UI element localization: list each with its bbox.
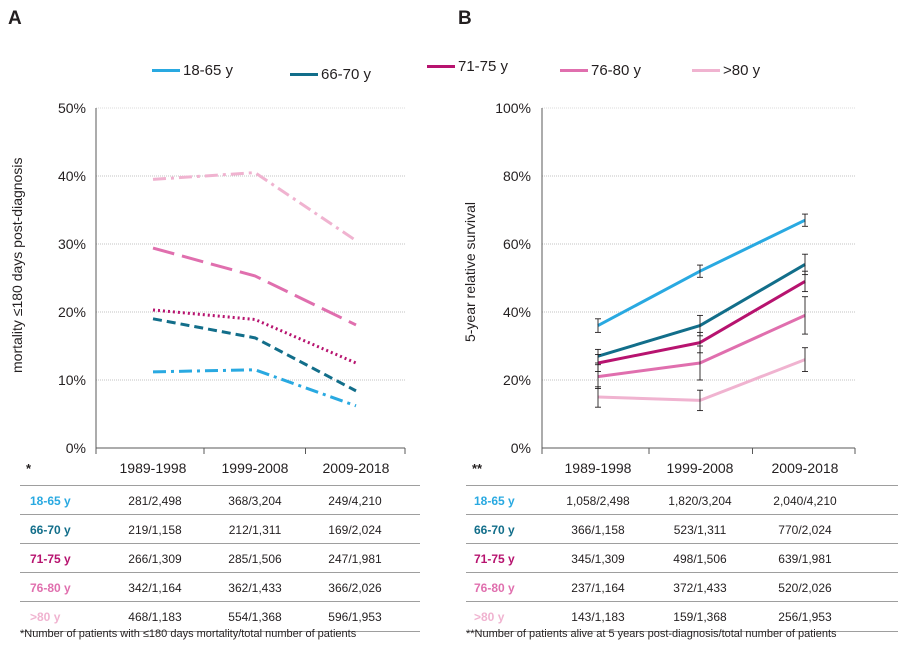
table-row: 66-70 y 366/1,158 523/1,311 770/2,024 <box>466 514 898 544</box>
legend-item-3: 76-80 y <box>560 62 641 79</box>
table-row: >80 y 143/1,183 159/1,368 256/1,953 <box>466 601 898 632</box>
row-label: 18-65 y <box>474 494 515 508</box>
row-label: 66-70 y <box>30 523 71 537</box>
x-tick-label: 1989-1998 <box>565 460 632 476</box>
row-label: >80 y <box>474 610 505 624</box>
legend-label: 18-65 y <box>183 62 234 79</box>
table-row: 71-75 y 266/1,309 285/1,506 247/1,981 <box>20 543 420 573</box>
row-label: 18-65 y <box>30 494 71 508</box>
table-row: 71-75 y 345/1,309 498/1,506 639/1,981 <box>466 543 898 573</box>
legend-label: 76-80 y <box>591 62 642 79</box>
table-cell: 639/1,981 <box>778 552 832 566</box>
y-tick-label: 0% <box>66 440 86 456</box>
x-tick-label: 2009-2018 <box>772 460 839 476</box>
table-cell: 237/1,164 <box>571 581 625 595</box>
legend-item-0: 18-65 y <box>152 62 233 79</box>
table-cell: 345/1,309 <box>571 552 625 566</box>
table-cell: 596/1,953 <box>328 610 382 624</box>
table-row: 66-70 y 219/1,158 212/1,311 169/2,024 <box>20 514 420 544</box>
table-cell: 366/1,158 <box>571 523 625 537</box>
table-cell: 285/1,506 <box>228 552 282 566</box>
table-cell: 523/1,311 <box>673 523 727 537</box>
table-cell: 247/1,981 <box>328 552 382 566</box>
series-line-2 <box>152 308 357 365</box>
table-cell: 169/2,024 <box>328 523 382 537</box>
row-label: 66-70 y <box>474 523 515 537</box>
y-tick-label: 80% <box>503 168 531 184</box>
series-line-0 <box>597 218 806 327</box>
y-tick-label: 50% <box>58 100 86 116</box>
row-label: >80 y <box>30 610 61 624</box>
table-cell: 362/1,433 <box>228 581 282 595</box>
series-line-0 <box>152 368 357 408</box>
y-tick-label: 100% <box>495 100 531 116</box>
y-tick-label: 20% <box>58 304 86 320</box>
legend-label: >80 y <box>723 62 761 79</box>
panel-b-letter: B <box>458 8 472 29</box>
y-tick-label: 20% <box>503 372 531 388</box>
y-tick-label: 60% <box>503 236 531 252</box>
y-tick-label: 10% <box>58 372 86 388</box>
series-line-3 <box>152 246 357 327</box>
table-a-footnote: *Number of patients with ≤180 days morta… <box>20 628 357 640</box>
row-label: 71-75 y <box>30 552 71 566</box>
table-cell: 2,040/4,210 <box>773 494 837 508</box>
table-row: 18-65 y 1,058/2,498 1,820/3,204 2,040/4,210 <box>466 485 898 515</box>
table-row: 76-80 y 342/1,164 362/1,433 366/2,026 <box>20 572 420 602</box>
table-b-footnote: **Number of patients alive at 5 years po… <box>466 628 837 640</box>
series-line-2 <box>597 280 806 365</box>
table-cell: 366/2,026 <box>328 581 382 595</box>
table-cell: 143/1,183 <box>571 610 625 624</box>
table-marker: * <box>26 461 32 476</box>
legend-item-4: >80 y <box>692 62 760 79</box>
table-row: 76-80 y 237/1,164 372/1,433 520/2,026 <box>466 572 898 602</box>
legend-swatch <box>427 65 455 68</box>
legend-label: 71-75 y <box>458 58 509 75</box>
table-cell: 281/2,498 <box>128 494 182 508</box>
table-row: >80 y 468/1,183 554/1,368 596/1,953 <box>20 601 420 632</box>
table-cell: 520/2,026 <box>778 581 832 595</box>
table-cell: 372/1,433 <box>673 581 727 595</box>
table-cell: 498/1,506 <box>673 552 727 566</box>
row-label: 71-75 y <box>474 552 515 566</box>
legend-swatch <box>290 73 318 76</box>
y-tick-label: 30% <box>58 236 86 252</box>
legend: 18-65 y 66-70 y 71-75 y 76-80 y >80 y <box>0 58 902 86</box>
table-cell: 159/1,368 <box>673 610 727 624</box>
legend-item-2: 71-75 y <box>427 58 508 75</box>
legend-swatch <box>152 69 180 72</box>
x-tick-label: 1989-1998 <box>120 460 187 476</box>
table-cell: 468/1,183 <box>128 610 182 624</box>
table-cell: 1,058/2,498 <box>566 494 630 508</box>
legend-swatch <box>560 69 588 72</box>
table-cell: 368/3,204 <box>228 494 282 508</box>
table-cell: 770/2,024 <box>778 523 832 537</box>
table-cell: 256/1,953 <box>778 610 832 624</box>
legend-label: 66-70 y <box>321 66 372 83</box>
y-tick-label: 0% <box>511 440 531 456</box>
y-tick-label: 40% <box>503 304 531 320</box>
series-line-4 <box>152 171 357 242</box>
table-row: 18-65 y 281/2,498 368/3,204 249/4,210 <box>20 485 420 515</box>
table-cell: 219/1,158 <box>128 523 182 537</box>
table-cell: 249/4,210 <box>328 494 382 508</box>
legend-item-1: 66-70 y <box>290 66 371 83</box>
x-tick-label: 2009-2018 <box>323 460 390 476</box>
row-label: 76-80 y <box>474 581 515 595</box>
table-cell: 266/1,309 <box>128 552 182 566</box>
legend-swatch <box>692 69 720 72</box>
table-cell: 554/1,368 <box>228 610 282 624</box>
table-cell: 342/1,164 <box>128 581 182 595</box>
table-marker: ** <box>472 461 483 476</box>
y-tick-label: 40% <box>58 168 86 184</box>
panel-a-letter: A <box>8 8 22 29</box>
table-cell: 212/1,311 <box>228 523 282 537</box>
table-cell: 1,820/3,204 <box>668 494 732 508</box>
x-tick-label: 1999-2008 <box>222 460 289 476</box>
series-line-1 <box>152 317 357 393</box>
x-tick-label: 1999-2008 <box>667 460 734 476</box>
row-label: 76-80 y <box>30 581 71 595</box>
